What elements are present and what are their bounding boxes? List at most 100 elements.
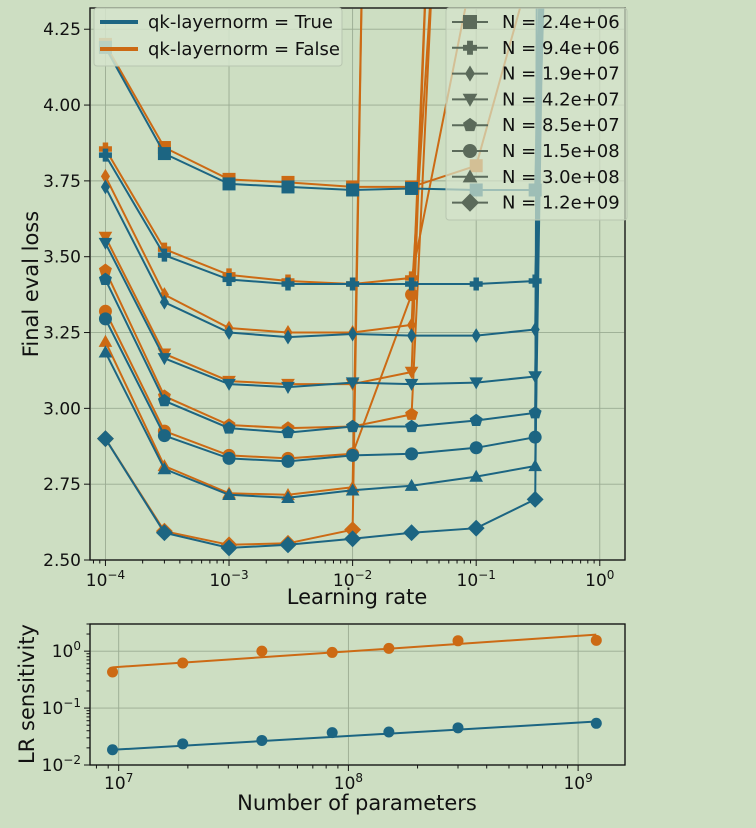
- loss-data-point: [98, 263, 112, 276]
- loss-data-point: [407, 317, 417, 333]
- loss-data-point: [98, 334, 113, 347]
- sensitivity-plot-frame: [89, 623, 626, 766]
- loss-data-point: [469, 469, 484, 482]
- marker-legend-label: N = 1.9e+07: [502, 64, 620, 85]
- loss-data-point: [222, 487, 236, 500]
- loss-y-tick-label: 3.75: [43, 172, 81, 192]
- sensitivity-data-point: [107, 666, 119, 678]
- sensitivity-x-tick-label: 107: [104, 771, 133, 794]
- loss-ticks: 10−4 10−3 10−2 10−1 100 2.50 2.75 3.00 3.25 3.50 3…: [43, 20, 614, 591]
- marker-legend-symbol: [463, 144, 477, 158]
- marker-legend-symbol: [462, 93, 478, 107]
- sensitivity-fit-line: [112, 720, 597, 751]
- loss-x-tick-label: 100: [585, 568, 614, 591]
- loss-data-point: [405, 447, 419, 461]
- loss-data-point: [469, 413, 483, 426]
- qk-layernorm-legend-box: [93, 7, 343, 67]
- sensitivity-x-tick-label: 109: [563, 771, 592, 794]
- loss-series: [96, 8, 545, 557]
- loss-data-point: [281, 454, 295, 468]
- loss-x-tick-label: 10−3: [209, 568, 248, 591]
- model-size-legend-box: [445, 7, 628, 221]
- loss-data-point: [224, 325, 234, 341]
- loss-data-point: [279, 536, 297, 554]
- loss-data-point: [469, 441, 483, 455]
- loss-panel: 10−4 10−3 10−2 10−1 100 2.50 2.75 3.00 3.25 3.50 3…: [19, 7, 628, 609]
- loss-data-point: [403, 524, 421, 542]
- marker-legend-label: N = 2.4e+06: [502, 12, 620, 33]
- loss-y-axis-label: Final eval loss: [19, 211, 43, 357]
- sensitivity-y-axis-label: LR sensitivity: [15, 624, 39, 764]
- loss-data-point: [405, 419, 419, 433]
- marker-legend-symbol: [463, 117, 477, 132]
- loss-data-point: [405, 181, 419, 195]
- sensitivity-data-point: [590, 717, 602, 729]
- loss-data-point: [471, 328, 481, 344]
- loss-data-point: [469, 377, 484, 390]
- loss-data-point: [157, 248, 171, 262]
- loss-plot-frame: [89, 7, 626, 561]
- loss-data-point: [157, 393, 171, 407]
- loss-data-point: [345, 377, 360, 390]
- loss-data-point: [222, 421, 236, 434]
- marker-legend-label: N = 1.5e+08: [502, 141, 620, 162]
- sensitivity-data-point: [326, 727, 338, 739]
- loss-data-point: [405, 277, 419, 291]
- marker-legend-symbol: [462, 169, 478, 183]
- legend-false-label: qk-layernorm = False: [148, 39, 340, 60]
- loss-data-point: [345, 483, 360, 496]
- loss-data-point: [98, 312, 112, 326]
- loss-y-tick-label: 4.00: [43, 96, 81, 116]
- loss-data-point: [344, 521, 362, 539]
- sensitivity-data-point: [107, 744, 119, 756]
- qk-layernorm-legend: qk-layernorm = True qk-layernorm = False: [93, 7, 343, 67]
- loss-data-point: [98, 148, 112, 162]
- loss-data-point: [404, 366, 419, 379]
- loss-y-tick-label: 3.50: [43, 248, 81, 268]
- sensitivity-panel: 107 108 109 10−2 10−1 100 Number of parameter…: [15, 623, 626, 815]
- loss-x-tick-label: 10−4: [86, 568, 125, 591]
- loss-y-tick-label: 2.50: [43, 551, 81, 571]
- model-size-legend: N = 2.4e+06 N = 9.4e+06 N = 1.9e+07 N = 4.2…: [445, 7, 628, 221]
- sensitivity-fit-line: [112, 633, 597, 669]
- loss-data-point: [281, 425, 295, 439]
- loss-data-point: [405, 288, 419, 302]
- loss-data-point: [281, 381, 295, 394]
- marker-legend-symbol: [463, 40, 477, 55]
- sensitivity-data-point: [177, 738, 189, 750]
- sensitivity-data-point: [326, 646, 338, 658]
- loss-data-point: [346, 277, 360, 291]
- marker-legend-label: N = 3.0e+08: [502, 167, 620, 188]
- loss-data-point: [526, 490, 544, 508]
- sensitivity-data-point: [452, 722, 464, 734]
- loss-data-point: [159, 294, 169, 310]
- loss-y-tick-label: 4.25: [43, 20, 81, 40]
- loss-data-point: [346, 419, 360, 433]
- loss-data-point: [155, 524, 173, 542]
- loss-data-point: [346, 183, 360, 197]
- loss-data-point: [157, 462, 172, 475]
- loss-data-point: [98, 272, 112, 285]
- sensitivity-y-tick-label: 10−1: [42, 696, 81, 719]
- loss-data-point: [405, 407, 419, 420]
- loss-data-point: [157, 353, 172, 366]
- loss-data-point: [100, 168, 110, 184]
- marker-legend-symbol: [463, 15, 477, 29]
- sensitivity-data-point: [383, 642, 395, 654]
- sensitivity-y-tick-label: 10−2: [42, 753, 81, 776]
- loss-data-point: [96, 430, 114, 448]
- loss-data-point: [222, 451, 236, 465]
- sensitivity-data-point: [256, 645, 268, 657]
- loss-data-point: [346, 448, 360, 462]
- sensitivity-y-tick-label: 100: [52, 639, 81, 662]
- loss-data-point: [222, 177, 236, 191]
- loss-y-tick-label: 3.00: [43, 399, 81, 419]
- loss-data-point: [157, 147, 171, 161]
- loss-x-axis-label: Learning rate: [287, 585, 428, 609]
- marker-legend-label: N = 9.4e+06: [502, 38, 620, 59]
- loss-data-point: [157, 429, 171, 443]
- loss-data-point: [98, 345, 113, 358]
- loss-data-point: [281, 180, 295, 194]
- marker-legend-symbol: [465, 65, 475, 82]
- loss-data-point: [348, 326, 358, 342]
